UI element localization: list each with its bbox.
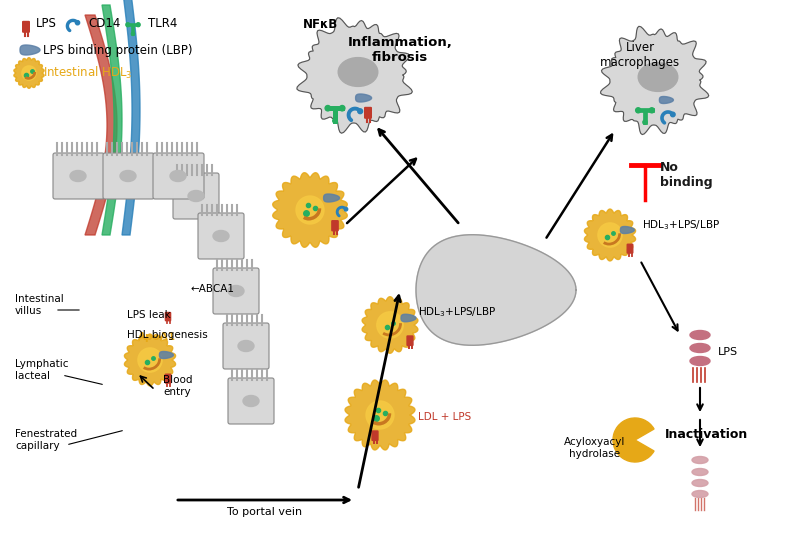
Ellipse shape <box>690 331 710 340</box>
Text: LPS: LPS <box>36 17 57 29</box>
Circle shape <box>138 348 162 372</box>
Circle shape <box>339 105 345 111</box>
FancyBboxPatch shape <box>103 153 154 199</box>
FancyBboxPatch shape <box>332 221 338 231</box>
Polygon shape <box>122 0 140 235</box>
Text: Acyloxyacyl
hydrolase: Acyloxyacyl hydrolase <box>564 437 626 459</box>
Polygon shape <box>102 5 122 235</box>
FancyBboxPatch shape <box>53 153 104 199</box>
FancyBboxPatch shape <box>23 21 29 32</box>
FancyBboxPatch shape <box>165 374 171 383</box>
Polygon shape <box>620 226 634 233</box>
Circle shape <box>136 23 140 27</box>
Ellipse shape <box>228 286 244 296</box>
Polygon shape <box>273 173 347 247</box>
Ellipse shape <box>638 63 678 91</box>
Circle shape <box>126 23 130 27</box>
Text: LDL + LPS: LDL + LPS <box>418 412 471 422</box>
FancyBboxPatch shape <box>213 268 259 314</box>
Polygon shape <box>20 45 40 55</box>
Circle shape <box>650 108 654 113</box>
Ellipse shape <box>690 356 710 365</box>
Circle shape <box>671 112 675 117</box>
Text: Blood
entry: Blood entry <box>163 376 192 397</box>
Ellipse shape <box>692 491 708 498</box>
Circle shape <box>325 105 331 111</box>
Text: Intestinal HDL$_3$: Intestinal HDL$_3$ <box>43 65 133 81</box>
Text: To portal vein: To portal vein <box>227 507 303 517</box>
FancyBboxPatch shape <box>153 153 204 199</box>
Polygon shape <box>14 58 45 88</box>
Ellipse shape <box>692 456 708 463</box>
Circle shape <box>358 109 363 113</box>
Polygon shape <box>600 26 708 135</box>
Text: ApoA1: ApoA1 <box>138 332 176 342</box>
Ellipse shape <box>692 469 708 476</box>
Polygon shape <box>324 194 339 202</box>
Ellipse shape <box>188 190 204 202</box>
Polygon shape <box>160 351 173 358</box>
Circle shape <box>333 119 337 123</box>
Ellipse shape <box>238 340 254 351</box>
Circle shape <box>366 401 394 429</box>
Ellipse shape <box>170 171 186 181</box>
Text: No
binding: No binding <box>660 161 712 189</box>
Ellipse shape <box>338 58 378 86</box>
Text: LPS: LPS <box>718 347 738 357</box>
Text: Inflammation,
fibrosis: Inflammation, fibrosis <box>347 36 452 64</box>
Polygon shape <box>355 94 371 102</box>
Ellipse shape <box>70 171 86 181</box>
FancyBboxPatch shape <box>365 108 371 118</box>
FancyBboxPatch shape <box>228 378 274 424</box>
Circle shape <box>296 196 324 224</box>
Circle shape <box>377 312 403 338</box>
Polygon shape <box>401 314 416 322</box>
Circle shape <box>636 108 641 113</box>
Ellipse shape <box>243 395 259 407</box>
Polygon shape <box>659 96 673 103</box>
Polygon shape <box>362 297 418 353</box>
Text: HDL$_3$+LPS/LBP: HDL$_3$+LPS/LBP <box>418 305 496 319</box>
Ellipse shape <box>120 171 136 181</box>
Text: HDL biogenesis: HDL biogenesis <box>127 330 207 340</box>
Text: NFκB: NFκB <box>302 18 338 31</box>
Text: Liver
macrophages: Liver macrophages <box>600 41 680 69</box>
Polygon shape <box>584 209 635 261</box>
Ellipse shape <box>690 343 710 353</box>
FancyBboxPatch shape <box>173 173 219 219</box>
Circle shape <box>21 66 36 80</box>
FancyBboxPatch shape <box>407 336 413 346</box>
Polygon shape <box>297 18 413 133</box>
Text: HDL$_3$+LPS/LBP: HDL$_3$+LPS/LBP <box>642 218 720 232</box>
Circle shape <box>598 223 622 247</box>
FancyBboxPatch shape <box>627 244 633 253</box>
Circle shape <box>76 21 80 25</box>
FancyBboxPatch shape <box>198 213 244 259</box>
FancyBboxPatch shape <box>223 323 269 369</box>
Circle shape <box>344 208 347 211</box>
Text: Fenestrated
capillary: Fenestrated capillary <box>15 429 77 451</box>
Text: CD14: CD14 <box>88 17 120 29</box>
Polygon shape <box>85 15 117 235</box>
Polygon shape <box>416 235 576 345</box>
Text: Inactivation: Inactivation <box>665 429 748 441</box>
Text: LPS binding protein (LBP): LPS binding protein (LBP) <box>43 43 192 57</box>
Text: TLR4: TLR4 <box>148 17 177 29</box>
Polygon shape <box>345 380 415 450</box>
Polygon shape <box>125 334 176 386</box>
Text: ←ABCA1: ←ABCA1 <box>190 284 234 294</box>
Text: Lymphatic
lacteal: Lymphatic lacteal <box>15 359 68 381</box>
Text: LPS leak: LPS leak <box>127 310 171 320</box>
Wedge shape <box>613 418 654 462</box>
Circle shape <box>643 120 647 124</box>
Ellipse shape <box>692 479 708 486</box>
Circle shape <box>131 32 134 35</box>
FancyBboxPatch shape <box>165 312 171 320</box>
FancyBboxPatch shape <box>372 431 378 440</box>
Ellipse shape <box>213 231 229 241</box>
Text: Intestinal
villus: Intestinal villus <box>15 294 64 316</box>
